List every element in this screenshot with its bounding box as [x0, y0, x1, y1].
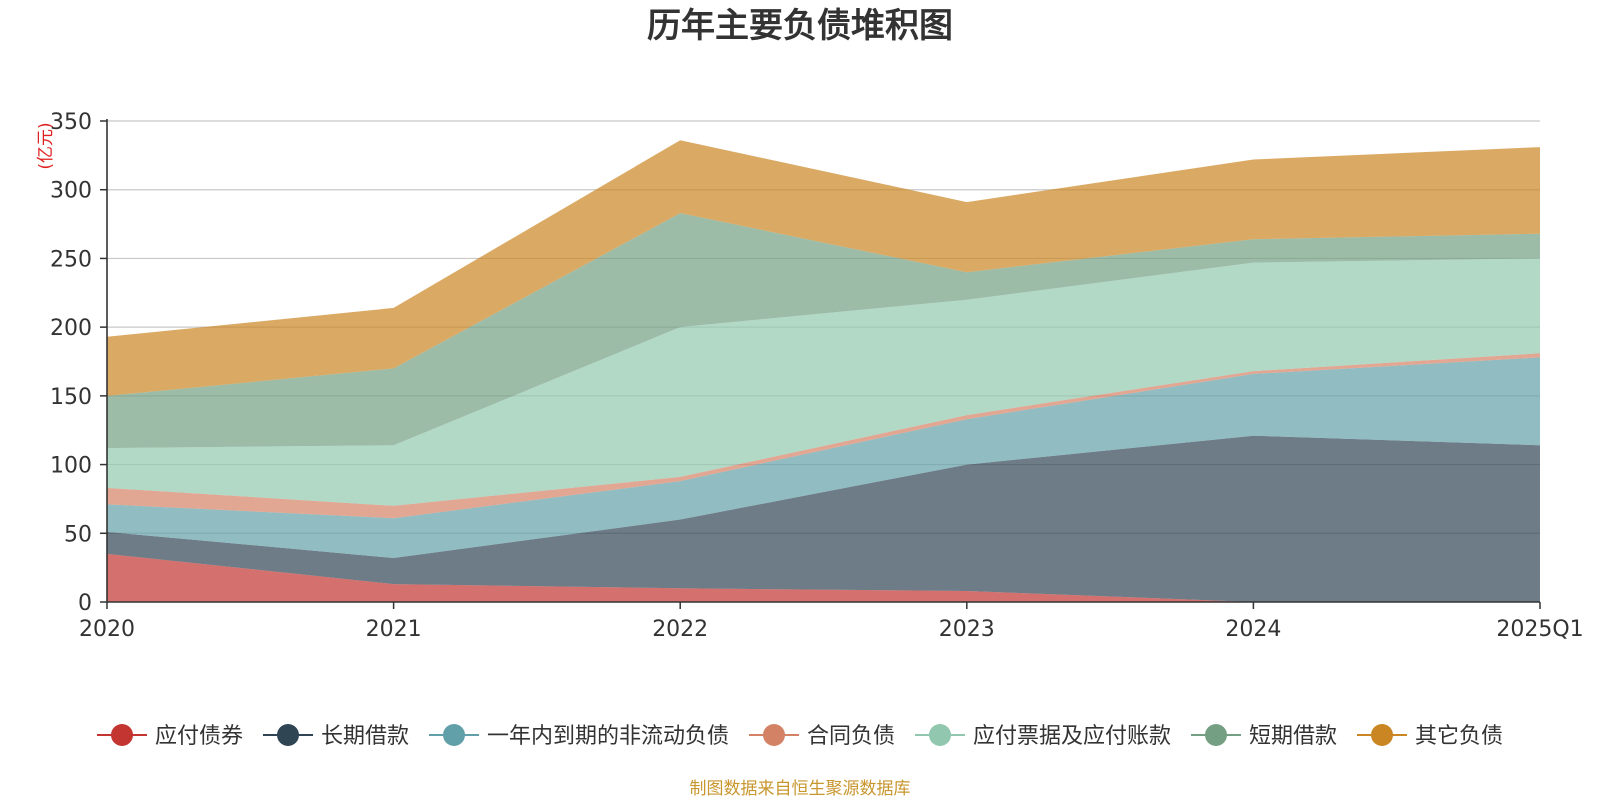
- legend-item[interactable]: 短期借款: [1191, 724, 1337, 749]
- legend-circle-icon: [1205, 724, 1227, 746]
- y-tick-label: 200: [50, 316, 92, 341]
- chart-title: 历年主要负债堆积图: [647, 6, 953, 46]
- legend-item[interactable]: 应付票据及应付账款: [915, 724, 1171, 749]
- legend-label: 一年内到期的非流动负债: [487, 724, 729, 749]
- legend-item[interactable]: 合同负债: [749, 724, 895, 749]
- area-series-2: [107, 435, 1540, 602]
- y-tick-label: 100: [50, 454, 92, 479]
- area-series-group: [107, 140, 1540, 602]
- legend-circle-icon: [763, 724, 785, 746]
- y-tick-label: 250: [50, 247, 92, 272]
- legend-label: 短期借款: [1249, 724, 1337, 749]
- axes: 0 50 100 150 200 250 300 350 2020 2021 2022 2023 202…: [50, 110, 1584, 642]
- legend-item[interactable]: 其它负债: [1357, 724, 1503, 749]
- legend-label: 合同负债: [807, 724, 895, 749]
- legend-circle-icon: [443, 724, 465, 746]
- legend-circle-icon: [929, 724, 951, 746]
- x-tick-label: 2020: [79, 617, 135, 642]
- x-tick-label: 2023: [939, 617, 995, 642]
- legend-circle-icon: [1371, 724, 1393, 746]
- area-series-1: [107, 553, 1540, 602]
- x-tick-label: 2021: [366, 617, 422, 642]
- legend-label: 应付债券: [155, 724, 243, 749]
- legend-label: 长期借款: [321, 724, 409, 749]
- legend-circle-icon: [111, 724, 133, 746]
- area-series-5: [107, 258, 1540, 506]
- legend: 应付债券 长期借款 一年内到期的非流动负债 合同负债 应付票据及应付账款 短期借款 其它负债: [97, 724, 1503, 749]
- area-series-3: [107, 357, 1540, 558]
- legend-label: 应付票据及应付账款: [973, 724, 1171, 749]
- legend-circle-icon: [277, 724, 299, 746]
- x-tick-label: 2025Q1: [1496, 617, 1583, 642]
- y-axis-unit-label: (亿元): [36, 122, 56, 169]
- legend-item[interactable]: 一年内到期的非流动负债: [429, 724, 729, 749]
- y-tick-label: 300: [50, 179, 92, 204]
- legend-label: 其它负债: [1415, 724, 1503, 749]
- area-series-6: [107, 213, 1540, 449]
- y-tick-label: 150: [50, 385, 92, 410]
- area-series-4: [107, 353, 1540, 519]
- legend-item[interactable]: 长期借款: [263, 724, 409, 749]
- data-source-note: 制图数据来自恒生聚源数据库: [690, 779, 911, 799]
- legend-item[interactable]: 应付债券: [97, 724, 243, 749]
- y-tick-label: 350: [50, 110, 92, 135]
- x-tick-label: 2022: [652, 617, 708, 642]
- y-tick-label: 0: [78, 591, 92, 616]
- area-series-7: [107, 140, 1540, 396]
- y-tick-label: 50: [64, 522, 92, 547]
- x-tick-label: 2024: [1225, 617, 1281, 642]
